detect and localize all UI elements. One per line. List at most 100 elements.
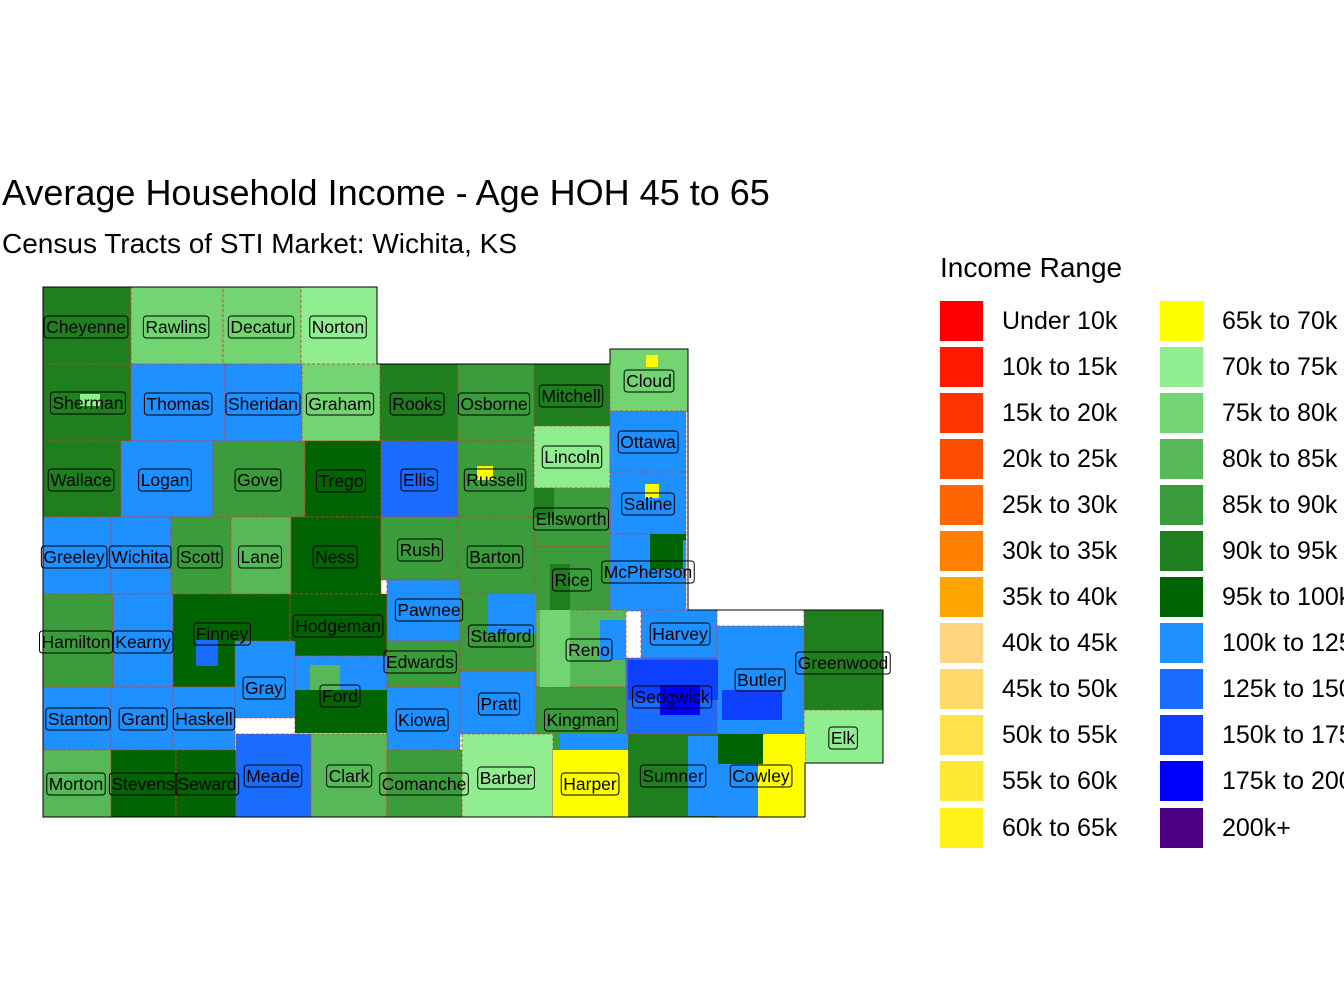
county-label-rawlins: Rawlins [142,315,210,339]
county-comanche-fill [386,749,463,818]
map-subtitle: Census Tracts of STI Market: Wichita, KS [2,228,518,259]
county-label-box [142,315,210,339]
county-name: Rooks [392,394,442,414]
legend-item: 25k to 30k [940,482,1142,528]
county-label-scott: Scott [177,545,223,569]
county-name: Meade [246,766,300,786]
county-label-norton: Norton [309,315,367,339]
county-label-box [143,392,213,416]
county-label-wichita: Wichita [108,545,172,569]
legend-label: 80k to 85k [1222,444,1338,473]
county-name: Scott [180,547,220,567]
county-label-box [617,430,679,454]
county-label-ellis: Ellis [400,468,438,492]
county-label-pratt: Pratt [478,692,521,716]
county-name: Logan [141,470,190,490]
county-label-box [478,692,521,716]
county-label-mcpherson: McPherson [601,560,695,584]
county-label-morton: Morton [46,772,106,796]
tract-patch [718,764,758,817]
county-label-box [227,315,295,339]
county-stevens-fill [110,749,177,818]
tract-patch [560,734,628,750]
county-gove-fill [212,440,306,518]
county-mitchell-fill [533,363,611,427]
county-label-sedgwick: Sedgwick [632,685,713,709]
county-name: Graham [308,394,371,414]
county-label-box [828,726,858,750]
legend-swatch [940,530,983,574]
county-label-box [400,468,438,492]
county-label-box [395,708,449,732]
county-label-box [457,392,531,416]
county-hamilton-fill [42,593,114,688]
county-label-russell: Russell [463,468,527,492]
county-label-reno: Reno [565,638,613,662]
legend-label: 60k to 65k [1002,813,1118,842]
county-name: Harper [563,774,617,794]
county-label-grant: Grant [118,707,168,731]
county-label-gray: Gray [242,676,286,700]
legend-item: 20k to 25k [940,436,1142,482]
legend-label: 70k to 75k [1222,352,1338,381]
county-name: Wallace [50,470,112,490]
county-label-decatur: Decatur [227,315,295,339]
county-name: Hamilton [41,632,110,652]
tract-patch [295,690,387,733]
county-name: Grant [121,709,165,729]
county-label-finney: Finney [193,622,252,646]
county-saline-fill [609,471,687,535]
county-label-box [538,384,604,408]
county-label-butler: Butler [734,668,786,692]
legend-label: 150k to 175k [1222,721,1344,750]
legend-swatch [1160,483,1203,527]
county-name: Ford [322,686,358,706]
state-outline [42,286,884,818]
legend-label: 75k to 80k [1222,398,1338,427]
tract-details [42,286,884,818]
county-label-box [138,468,192,492]
county-name: Seward [177,774,236,794]
county-label-harvey: Harvey [649,622,711,646]
county-label-lincoln: Lincoln [541,445,603,469]
county-label-kingman: Kingman [543,708,619,732]
legend-column-2: 65k to 70k 70k to 75k 75k to 80k 80k to 85k… [1160,298,1344,851]
county-label-box [45,707,111,731]
legend-column-1: Under 10k 10k to 15k 15k to 20k 20k to 25k 2… [940,298,1142,851]
county-label-box [639,764,707,788]
county-name: Kingman [546,710,615,730]
tract-patch [600,620,626,660]
county-name: Wichita [111,547,169,567]
county-label-sheridan: Sheridan [225,392,301,416]
legend-item: 70k to 75k [1160,344,1344,390]
county-name: Cheyenne [46,317,126,337]
county-label-stevens: Stevens [108,772,178,796]
county-label-box [649,622,711,646]
county-name: Clark [329,766,370,786]
county-label-harper: Harper [560,772,620,796]
county-label-box [551,568,593,592]
county-rooks-fill [379,363,459,442]
county-label-cheyenne: Cheyenne [43,315,129,339]
county-label-box [466,545,524,569]
county-label-box [238,545,282,569]
county-label-box [394,598,464,622]
county-name: Gray [245,678,283,698]
county-label-kiowa: Kiowa [395,708,449,732]
county-seward-fill [175,749,237,818]
county-label-cowley: Cowley [729,764,793,788]
legend-swatch [1160,437,1203,481]
county-name: Osborne [460,394,527,414]
legend-label: 35k to 40k [1002,583,1118,612]
legend-item: 35k to 40k [940,575,1142,621]
county-label-box [729,764,793,788]
legend-swatch [940,576,983,620]
county-label-box [46,772,106,796]
county-label-seward: Seward [174,772,240,796]
tract-patch [550,564,570,610]
county-name: Cloud [626,371,672,391]
county-edwards-fill [386,640,461,688]
tract-patch [196,640,218,666]
county-label-box [40,545,108,569]
county-name: Sheridan [228,394,298,414]
